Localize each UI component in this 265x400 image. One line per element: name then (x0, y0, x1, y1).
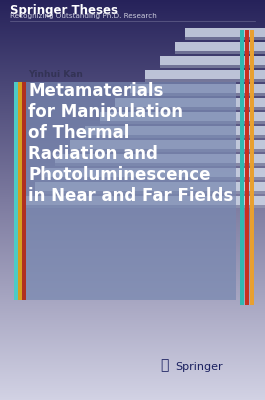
Bar (85, 126, 265, 135)
Text: ♞: ♞ (160, 358, 168, 372)
Bar (70, 140, 265, 149)
Bar (130, 93, 265, 96)
Text: Recognizing Outstanding Ph.D. Research: Recognizing Outstanding Ph.D. Research (10, 13, 157, 19)
Bar (115, 107, 265, 110)
Bar (250, 30, 254, 305)
Bar (145, 79, 265, 82)
Bar (55, 163, 265, 166)
Bar (35, 191, 265, 194)
Bar (100, 112, 265, 121)
Text: Metamaterials
for Manipulation
of Thermal
Radiation and
Photoluminescence
in Nea: Metamaterials for Manipulation of Therma… (28, 82, 233, 206)
Bar (85, 135, 265, 138)
Bar (130, 84, 265, 93)
Bar (70, 149, 265, 152)
Bar (22, 82, 26, 300)
Bar (160, 56, 265, 65)
Bar (18, 82, 22, 300)
Text: Springer: Springer (175, 362, 223, 372)
Bar (100, 121, 265, 124)
Bar (175, 42, 265, 51)
Bar (45, 177, 265, 180)
Bar (25, 205, 265, 208)
Bar (240, 30, 244, 305)
Bar (160, 65, 265, 68)
Bar (185, 37, 265, 40)
Bar (245, 30, 249, 305)
Text: Springer Theses: Springer Theses (10, 4, 118, 17)
Text: Yinhui Kan: Yinhui Kan (28, 70, 83, 79)
Bar (145, 70, 265, 79)
Bar (14, 82, 236, 300)
Bar (115, 98, 265, 107)
Bar (14, 82, 18, 300)
Bar (55, 154, 265, 163)
Bar (175, 51, 265, 54)
Bar (185, 28, 265, 37)
Bar (35, 182, 265, 191)
Bar (25, 196, 265, 205)
Bar (45, 168, 265, 177)
